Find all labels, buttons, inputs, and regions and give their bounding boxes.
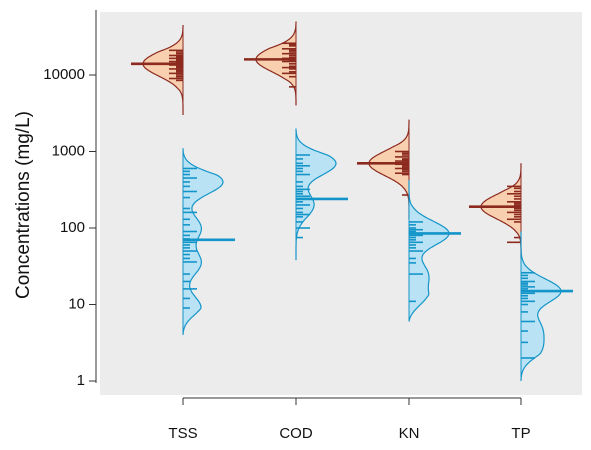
bean-density-cod-right: [296, 128, 336, 261]
y-axis-ticks: 1 10 100 1000 10000: [43, 66, 96, 389]
beans-layer: [131, 21, 573, 381]
x-tick-label: COD: [279, 425, 313, 442]
bean-density-kn-left: [369, 119, 409, 220]
bean-density-kn-right: [409, 180, 449, 322]
y-axis-label: Concentrations (mg/L): [13, 111, 34, 299]
bean-outline-kn-right: [408, 180, 450, 322]
bean-outline-tp-right: [520, 231, 562, 381]
bean-density-tp-left: [481, 163, 521, 259]
y-tick-label: 10: [68, 295, 85, 312]
x-axis-labels: TSS COD KN TP: [168, 397, 531, 442]
x-tick-label: KN: [399, 425, 420, 442]
bean-density-tss-right: [183, 148, 223, 335]
y-tick-label: 10000: [43, 66, 85, 83]
bean-density-tss-left: [143, 25, 183, 116]
bean-outline-cod-left: [255, 21, 297, 106]
y-tick-label: 1: [77, 372, 85, 389]
y-tick-label: 100: [60, 219, 85, 236]
x-tick-label: TP: [511, 425, 530, 442]
x-tick-label: TSS: [168, 425, 197, 442]
bean-density-tp-right: [521, 231, 561, 381]
y-tick-label: 1000: [52, 142, 85, 159]
